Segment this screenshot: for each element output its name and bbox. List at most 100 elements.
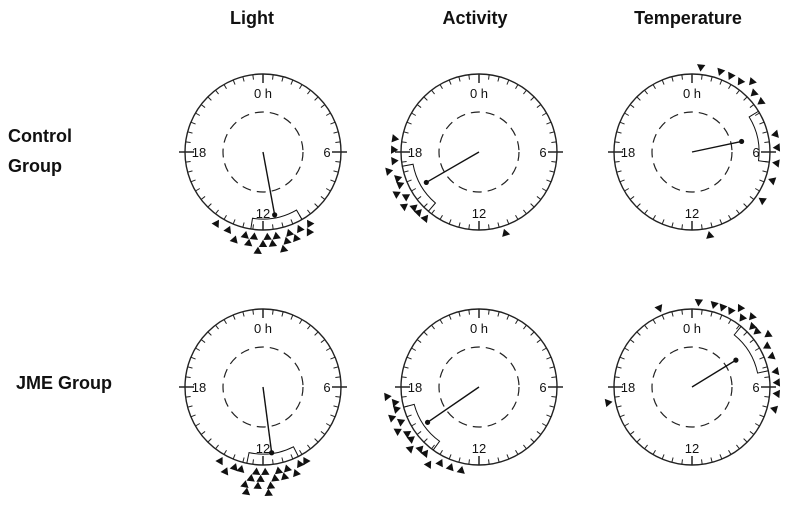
acrophase-marker [241,487,251,496]
tick-mark [530,438,535,443]
hour-label-12: 12 [472,206,486,221]
tick-mark [530,96,535,101]
tick-mark [242,457,245,463]
tick-mark [719,454,723,460]
tick-mark [515,449,519,455]
tick-mark [252,309,254,315]
tick-mark [281,457,284,463]
tick-mark [549,170,555,173]
tick-mark [403,170,409,173]
tick-mark [523,209,527,215]
mean-vector-line [262,151,276,216]
tick-mark [272,309,274,315]
tick-mark [614,141,620,143]
tick-mark [314,203,319,208]
acrophase-marker [261,467,270,476]
tick-mark [187,131,193,134]
tick-mark [406,121,412,125]
acrophase-marker [772,143,781,152]
tick-mark [242,311,245,317]
tick-mark [530,203,535,208]
hour-label-12: 12 [685,206,699,221]
tick-mark [619,356,625,360]
tick-mark [307,444,311,450]
acrophase-marker [293,468,301,478]
acrophase-marker [399,203,408,212]
acrophase-marker [502,228,511,237]
tick-mark [431,209,435,215]
acrophase-marker [719,303,728,312]
hour-label-6: 6 [752,380,759,395]
acrophase-marker [385,167,394,176]
inner-dashed-circle [222,111,304,193]
acrophase-marker [306,228,315,237]
tick-mark [614,161,620,163]
acrophase-marker [223,225,232,235]
acrophase-marker [604,398,613,408]
tick-mark [406,414,412,418]
acrophase-marker [251,467,261,475]
tick-mark [215,89,219,95]
acrophase-marker [445,463,454,472]
acrophase-marker [271,474,280,482]
acrophase-marker [694,299,704,307]
tick-mark [701,224,703,230]
tick-mark [497,311,500,317]
tick-mark [661,79,665,85]
tick-mark [281,76,284,82]
tick-mark [652,449,656,455]
acrophase-marker [396,181,405,190]
tick-mark [333,170,339,173]
acrophase-marker [405,445,414,454]
tick-mark [681,74,683,80]
tick-mark [314,331,319,336]
acrophase-marker [384,392,392,402]
tick-mark [743,96,748,101]
acrophase-marker [406,436,415,444]
tick-mark [523,444,527,450]
hour-label-6: 6 [323,380,330,395]
acrophase-marker [215,456,223,466]
tick-mark [736,89,740,95]
tick-mark [232,79,236,85]
tick-mark [736,324,740,330]
tick-mark [416,196,422,200]
tick-mark [719,79,723,85]
tick-mark [762,131,768,134]
acrophase-marker [392,191,401,199]
acrophase-marker [220,467,229,476]
circular-plot-4: 0 h 6 12 18 [179,308,347,497]
tick-mark [215,209,219,215]
column-title-light: Light [230,8,274,28]
tick-mark [406,356,412,360]
tick-mark [190,356,196,360]
acrophase-marker [264,488,273,497]
tick-mark [423,203,428,208]
tick-mark [406,179,412,183]
tick-mark [619,179,625,183]
tick-mark [207,203,212,208]
tick-mark [411,188,417,192]
tick-mark [762,366,768,369]
acrophase-marker [283,236,292,245]
tick-mark [320,431,326,435]
acrophase-marker [243,238,253,247]
acrophase-marker [263,232,272,241]
tick-mark [636,203,641,208]
tick-mark [223,214,227,220]
inner-dashed-circle [438,346,520,428]
tick-mark [187,405,193,408]
acrophase-marker [392,405,401,414]
acrophase-marker [253,481,262,490]
acrophase-marker [728,71,736,81]
hour-label-18: 18 [621,145,635,160]
tick-mark [497,76,500,82]
acrophase-marker [771,366,780,376]
tick-mark [636,96,641,101]
tick-mark [644,89,648,95]
tick-mark [439,319,443,325]
tick-mark [515,319,519,325]
acrophase-marker [710,300,719,309]
acrophase-marker [409,204,418,213]
tick-mark [335,396,341,398]
